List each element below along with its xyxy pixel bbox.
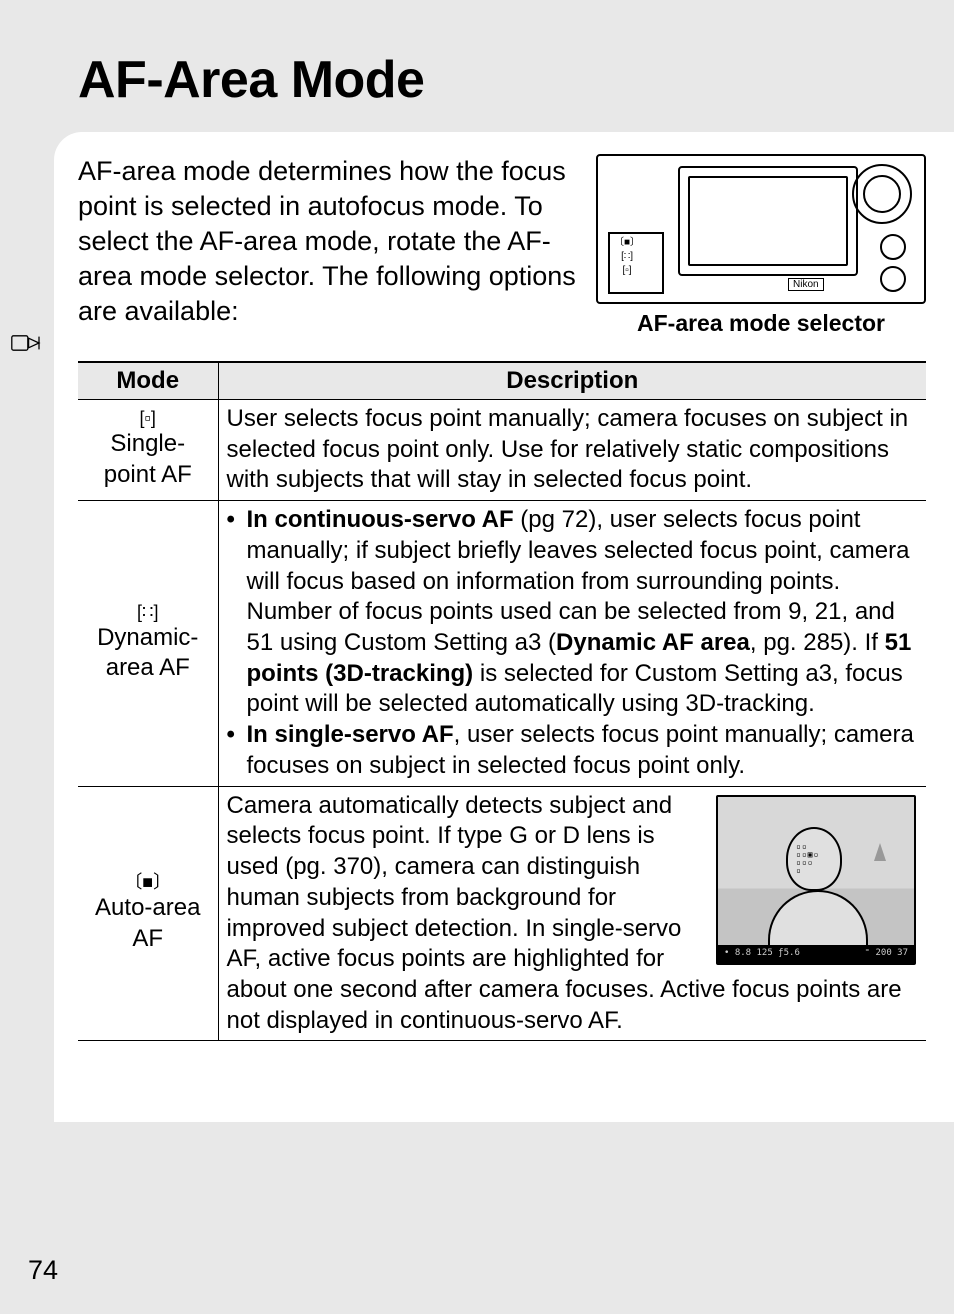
- intro-paragraph: AF-area mode determines how the focus po…: [78, 154, 578, 329]
- mode-description: ▫▫▫▫▣▫▫▫▫▫ • 8.8 125 ƒ5.6 ⁼ 200 37 Camer…: [218, 786, 926, 1041]
- auto-area-icon: 〔■〕: [86, 873, 210, 891]
- bullet-lead: In continuous-servo AF: [247, 506, 514, 533]
- table-row: [▫] Single-point AF User selects focus p…: [78, 400, 926, 501]
- bullet-lead: In single-servo AF: [247, 721, 454, 748]
- viewfinder-info-right: ⁼ 200 37: [865, 948, 908, 960]
- viewfinder-info-left: • 8.8 125 ƒ5.6: [724, 948, 800, 960]
- bullet-text: , pg. 285). If: [750, 629, 885, 656]
- side-tab-icon: [0, 325, 54, 361]
- modes-table: Mode Description [▫] Single-point AF Use…: [78, 361, 926, 1041]
- illustration-caption: AF-area mode selector: [596, 310, 926, 337]
- page-title: AF-Area Mode: [78, 50, 884, 110]
- table-row: [∷] Dynamic-area AF In continuous-servo …: [78, 501, 926, 786]
- content-card: AF-area mode determines how the focus po…: [54, 132, 954, 1122]
- table-row: 〔■〕 Auto-area AF ▫▫▫▫▣▫▫▫▫▫ • 8.8 125 ƒ5…: [78, 786, 926, 1041]
- camera-illustration: 〔■〕[∷][▫] Nikon: [596, 154, 926, 304]
- dynamic-area-icon: [∷]: [86, 603, 210, 621]
- single-point-icon: [▫]: [86, 409, 210, 427]
- camera-brand-label: Nikon: [788, 278, 824, 291]
- mode-label: Auto-area AF: [95, 894, 200, 952]
- col-header-mode: Mode: [78, 362, 218, 400]
- mode-label: Single-point AF: [104, 430, 192, 488]
- viewfinder-illustration: ▫▫▫▫▣▫▫▫▫▫ • 8.8 125 ƒ5.6 ⁼ 200 37: [716, 795, 916, 965]
- mode-label: Dynamic-area AF: [97, 624, 198, 682]
- col-header-description: Description: [218, 362, 926, 400]
- mode-description: In continuous-servo AF (pg 72), user sel…: [218, 501, 926, 786]
- page-number: 74: [28, 1255, 58, 1286]
- mode-description: User selects focus point manually; camer…: [218, 400, 926, 501]
- bullet-inline-bold: Dynamic AF area: [556, 629, 750, 656]
